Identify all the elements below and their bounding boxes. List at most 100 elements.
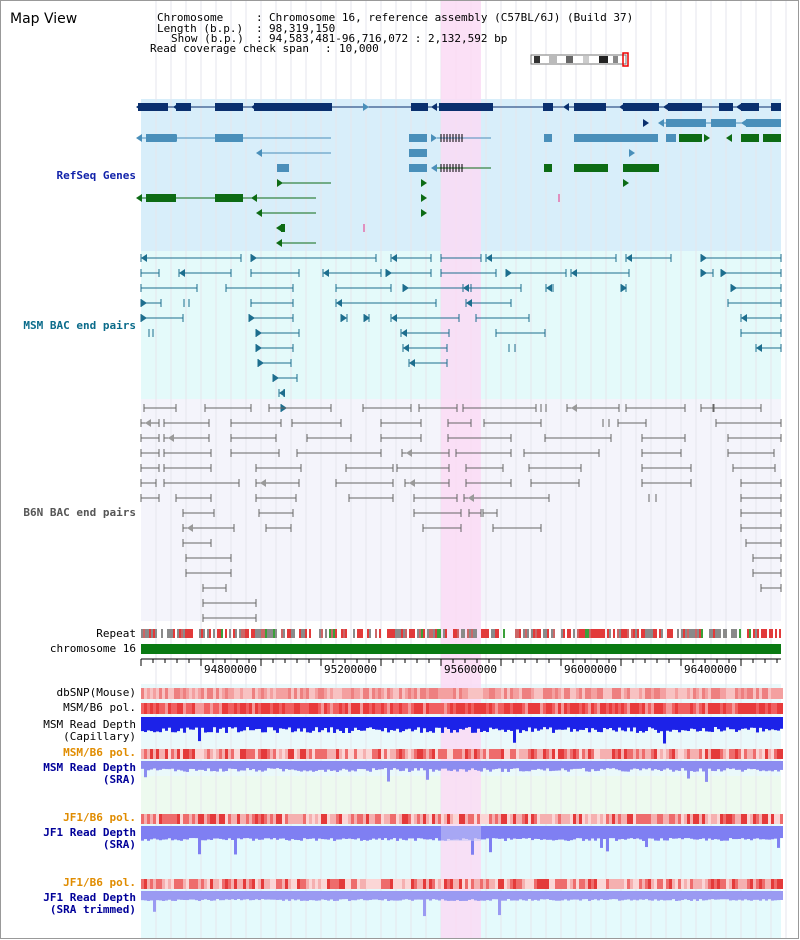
- heat-cell: [159, 688, 162, 699]
- heat-cell: [504, 879, 507, 889]
- depth-bar: [597, 717, 600, 732]
- heat-cell: [219, 814, 222, 824]
- depth-bar: [411, 761, 414, 771]
- track-label-chromosome: chromosome 16: [49, 642, 136, 655]
- repeat-mark: [481, 629, 483, 638]
- heat-cell: [324, 749, 327, 759]
- depth-bar: [621, 826, 624, 839]
- show-label: Show (b.p.): [171, 32, 244, 45]
- depth-bar: [660, 891, 663, 900]
- repeat-mark: [235, 629, 237, 638]
- repeat-mark: [523, 629, 525, 638]
- heat-cell: [417, 879, 420, 889]
- depth-bar: [327, 761, 330, 770]
- heat-cell: [747, 688, 750, 699]
- heat-cell: [321, 688, 324, 699]
- depth-bar: [696, 761, 699, 772]
- heat-cell: [348, 703, 351, 714]
- heat-cell: [336, 703, 339, 714]
- heat-cell: [348, 879, 351, 889]
- heat-cell: [294, 703, 297, 714]
- depth-bar: [387, 826, 390, 841]
- depth-bar: [780, 761, 783, 770]
- depth-bar: [483, 826, 486, 840]
- depth-bar: [396, 826, 399, 841]
- depth-bar: [486, 717, 489, 733]
- heat-cell: [735, 749, 738, 759]
- depth-bar: [513, 761, 516, 769]
- track-label-dbsnp: dbSNP(Mouse): [56, 686, 136, 699]
- depth-bar: [606, 761, 609, 769]
- depth-bar: [519, 826, 522, 839]
- heat-cell: [207, 879, 210, 889]
- heat-cell: [678, 688, 681, 699]
- heat-cell: [690, 703, 693, 714]
- heat-cell: [420, 688, 423, 699]
- repeat-mark: [445, 629, 447, 638]
- heat-cell: [711, 814, 714, 824]
- heat-cell: [705, 749, 708, 759]
- strand-arrow: [179, 269, 185, 277]
- depth-bar: [237, 826, 240, 839]
- depth-bar: [603, 717, 606, 728]
- heat-cell: [672, 703, 675, 714]
- heat-cell: [618, 688, 621, 699]
- depth-bar: [588, 717, 591, 733]
- depth-bar: [603, 761, 606, 770]
- depth-bar: [525, 891, 528, 901]
- heat-cell: [456, 688, 459, 699]
- strand-arrow: [251, 194, 257, 202]
- depth-bar: [369, 717, 372, 728]
- heat-cell: [639, 814, 642, 824]
- heat-cell: [339, 814, 342, 824]
- heat-cell: [168, 688, 171, 699]
- depth-bar: [570, 761, 573, 770]
- heat-cell: [678, 703, 681, 714]
- depth-bar: [528, 826, 531, 839]
- heat-cell: [201, 749, 204, 759]
- depth-bar: [672, 891, 675, 900]
- repeat-mark: [473, 629, 475, 638]
- heat-cell: [351, 749, 354, 759]
- depth-bar: [159, 826, 162, 841]
- repeat-mark: [255, 629, 257, 638]
- heat-cell: [279, 703, 282, 714]
- heat-cell: [393, 749, 396, 759]
- heat-cell: [780, 814, 783, 824]
- repeat-mark: [461, 629, 463, 638]
- heat-cell: [510, 688, 513, 699]
- heat-cell: [300, 688, 303, 699]
- depth-bar: [405, 717, 408, 730]
- heat-cell: [714, 879, 717, 889]
- heat-cell: [357, 814, 360, 824]
- depth-bar: [519, 891, 522, 900]
- heat-cell: [735, 879, 738, 889]
- heat-cell: [441, 688, 444, 699]
- repeat-mark: [591, 629, 593, 638]
- heat-cell: [366, 688, 369, 699]
- heat-cell: [189, 703, 192, 714]
- heat-cell: [354, 703, 357, 714]
- depth-bar: [318, 761, 321, 770]
- heat-cell: [630, 688, 633, 699]
- repeat-mark: [401, 629, 403, 638]
- depth-bar: [687, 891, 690, 901]
- heat-cell: [771, 688, 774, 699]
- heat-cell: [189, 814, 192, 824]
- depth-bar: [648, 891, 651, 901]
- heat-cell: [321, 814, 324, 824]
- depth-bar: [693, 891, 696, 900]
- heat-cell: [450, 703, 453, 714]
- heat-cell: [654, 749, 657, 759]
- heat-cell: [264, 703, 267, 714]
- repeat-mark: [671, 629, 673, 638]
- strand-arrow: [731, 284, 737, 292]
- heat-cell: [297, 879, 300, 889]
- depth-bar: [192, 717, 195, 730]
- heat-cell: [486, 814, 489, 824]
- depth-bar: [660, 826, 663, 839]
- depth-bar: [279, 891, 282, 900]
- depth-bar: [393, 717, 396, 731]
- heat-cell: [327, 703, 330, 714]
- strand-arrow: [623, 179, 629, 187]
